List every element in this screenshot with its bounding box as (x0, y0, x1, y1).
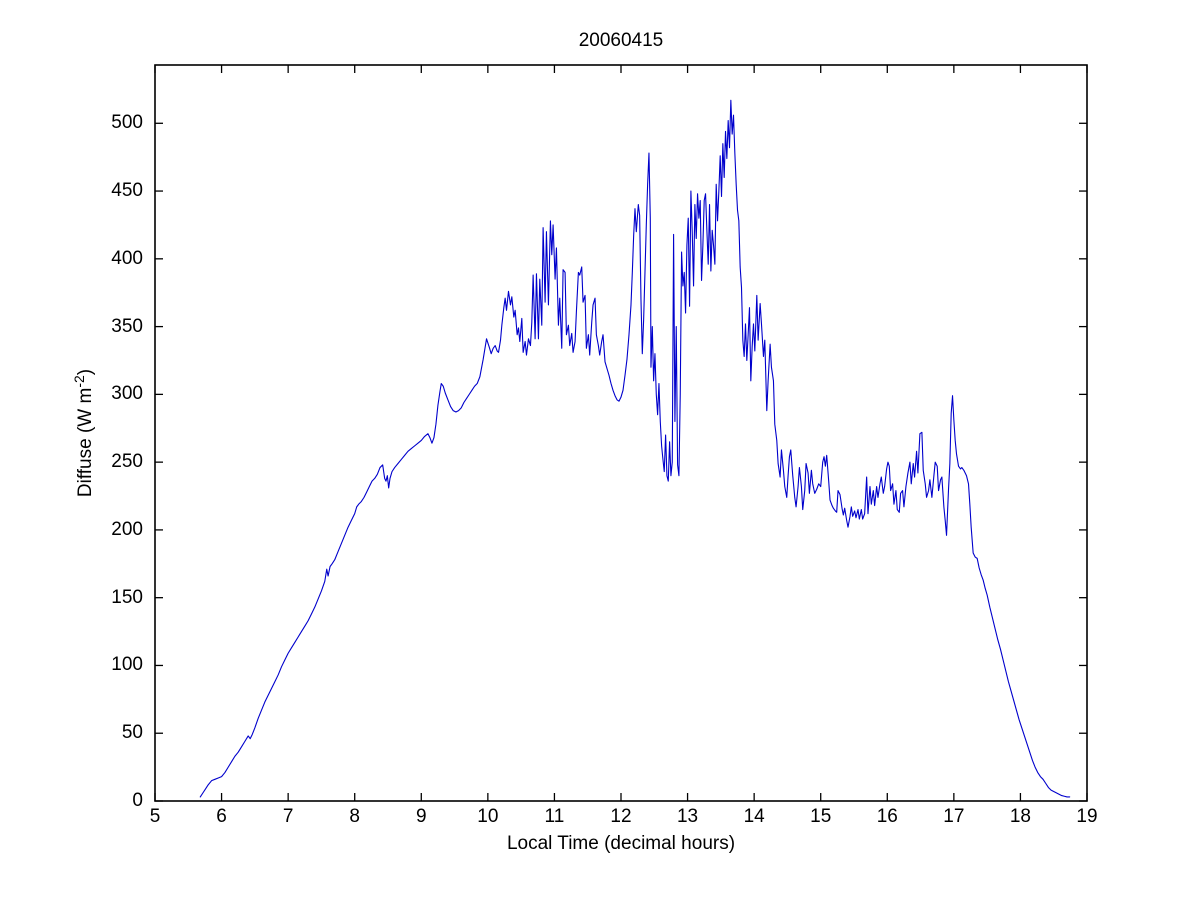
x-tick-label: 14 (743, 806, 765, 827)
x-tick-label: 11 (544, 806, 565, 827)
x-tick-label: 17 (943, 806, 965, 827)
y-tick-label: 250 (111, 451, 143, 473)
x-tick-label: 10 (477, 806, 499, 827)
y-tick-label: 0 (132, 790, 143, 811)
x-tick-label: 9 (415, 806, 427, 827)
y-tick-label: 400 (111, 247, 143, 269)
x-tick-label: 18 (1009, 806, 1031, 827)
y-axis-label-close: ) (75, 368, 97, 376)
y-tick-label: 350 (111, 315, 143, 337)
y-tick-label: 200 (111, 518, 143, 540)
x-tick-label: 15 (810, 806, 832, 827)
x-tick-label: 13 (676, 806, 699, 827)
y-tick-label: 50 (121, 722, 143, 744)
x-axis-label: Local Time (decimal hours) (506, 833, 736, 854)
diffuse-line (199, 99, 1071, 798)
y-tick-label: 100 (111, 654, 143, 676)
x-tick-label: 8 (349, 806, 360, 827)
x-tick-label: 19 (1076, 806, 1098, 827)
x-tick-label: 16 (876, 806, 898, 827)
chart-title: 20060415 (578, 30, 664, 51)
y-tick-label: 500 (111, 112, 143, 134)
y-tick-label: 150 (111, 586, 143, 608)
x-tick-label: 12 (610, 806, 632, 827)
x-tick-label: 6 (216, 806, 227, 827)
y-tick-label: 300 (111, 383, 143, 405)
axes-box (154, 64, 1088, 802)
x-tick-label: 7 (282, 806, 294, 827)
y-tick-label: 450 (111, 180, 143, 202)
x-tick-label: 5 (149, 806, 161, 827)
